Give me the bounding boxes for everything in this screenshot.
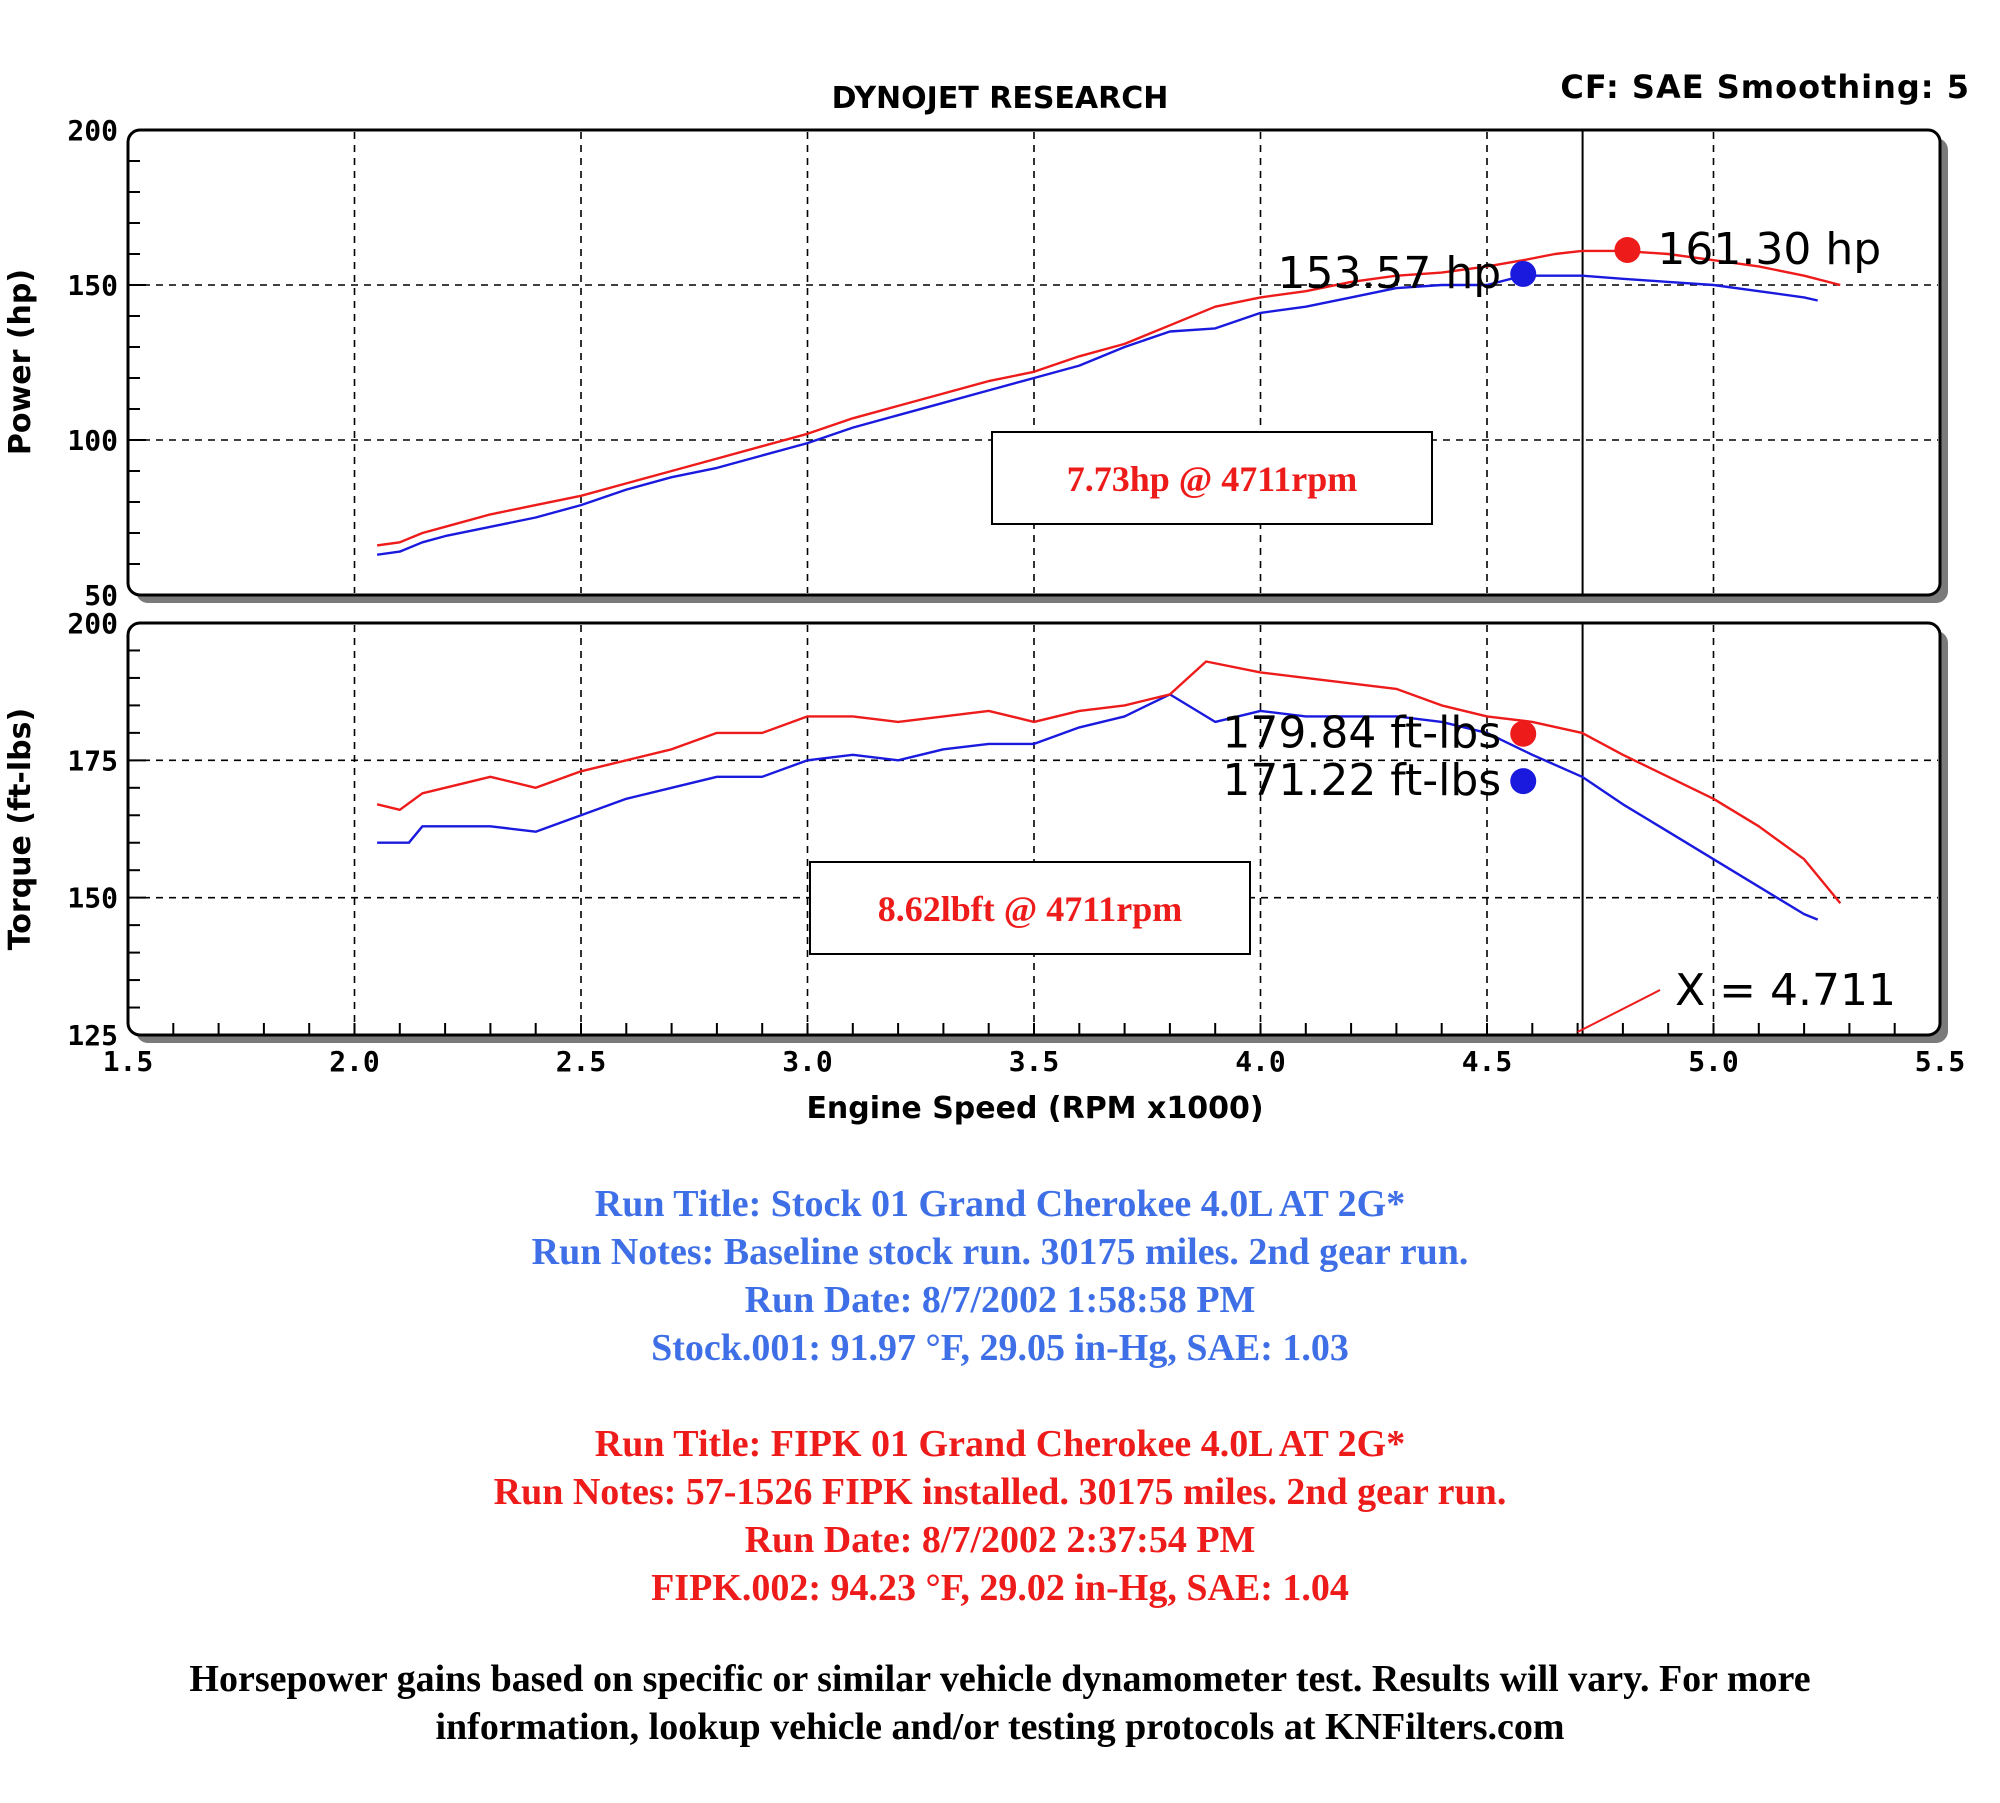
- stock-run-info: Run Title: Stock 01 Grand Cherokee 4.0L …: [0, 1180, 2000, 1372]
- x-tick-label: 2.0: [329, 1045, 380, 1078]
- cursor-value-label: X = 4.711: [1675, 965, 1896, 1016]
- cf-smoothing-label: CF: SAE Smoothing: 5: [1560, 68, 1970, 106]
- dyno-chart: DYNOJET RESEARCH CF: SAE Smoothing: 5 50…: [3, 68, 1970, 1126]
- series-line-fipk: [376, 249, 1841, 547]
- fipk-run-date: Run Date: 8/7/2002 2:37:54 PM: [744, 1519, 1256, 1561]
- y-tick-label: 175: [67, 744, 118, 777]
- torque-panel: 125 150 175 200 1.5 2.0 2.5 3.0 3.5 4.0 4.5 5.0 5.5 1…: [67, 607, 1965, 1078]
- y-tick-label: 125: [67, 1019, 118, 1052]
- chart-title: DYNOJET RESEARCH: [832, 81, 1169, 116]
- fipk-run-conditions: FIPK.002: 94.23 °F, 29.02 in-Hg, SAE: 1.…: [651, 1567, 1349, 1609]
- stock-run-date: Run Date: 8/7/2002 1:58:58 PM: [744, 1279, 1256, 1321]
- series-line-stock: [377, 693, 1819, 921]
- x-axis-label: Engine Speed (RPM x1000): [806, 1091, 1263, 1126]
- cursor-pointer-line: [1577, 989, 1661, 1033]
- y-tick-label: 200: [67, 114, 118, 147]
- y-tick-label: 50: [84, 579, 118, 612]
- series-line-fipk: [376, 660, 1842, 904]
- y-tick-label: 150: [67, 269, 118, 302]
- peak-marker-dot: [1510, 260, 1537, 287]
- torque-axis-label: Torque (ft-lbs): [3, 708, 38, 950]
- peak-marker-dot: [1510, 768, 1537, 795]
- peak-marker-label: 153.57 hp: [1277, 248, 1501, 299]
- y-tick-label: 200: [67, 607, 118, 640]
- gain-box-text: 8.62lbft @ 4711rpm: [878, 889, 1183, 929]
- y-tick-label: 150: [67, 882, 118, 915]
- panel-frame: [126, 128, 1942, 597]
- peak-marker-label: 171.22 ft-lbs: [1222, 755, 1501, 806]
- stock-run-notes: Run Notes: Baseline stock run. 30175 mil…: [531, 1231, 1469, 1273]
- disclaimer-line-2: information, lookup vehicle and/or testi…: [435, 1706, 1565, 1748]
- peak-marker-dot: [1510, 720, 1537, 747]
- stock-run-conditions: Stock.001: 91.97 °F, 29.05 in-Hg, SAE: 1…: [651, 1327, 1349, 1369]
- x-tick-label: 3.0: [782, 1045, 833, 1078]
- power-axis-label: Power (hp): [3, 269, 38, 455]
- x-tick-label: 4.0: [1235, 1045, 1286, 1078]
- gain-box: [809, 861, 1251, 955]
- x-tick-label: 5.0: [1688, 1045, 1739, 1078]
- x-tick-label: 4.5: [1462, 1045, 1513, 1078]
- stock-run-title: Run Title: Stock 01 Grand Cherokee 4.0L …: [594, 1183, 1406, 1225]
- x-tick-label: 5.5: [1915, 1045, 1966, 1078]
- x-tick-label: 1.5: [103, 1045, 154, 1078]
- gain-box: [991, 431, 1433, 525]
- y-tick-label: 100: [67, 424, 118, 457]
- peak-marker-label: 179.84 ft-lbs: [1222, 708, 1501, 759]
- peak-marker-dot: [1614, 236, 1641, 263]
- fipk-run-title: Run Title: FIPK 01 Grand Cherokee 4.0L A…: [594, 1423, 1406, 1465]
- peak-marker-label: 161.30 hp: [1657, 224, 1881, 275]
- fipk-run-notes: Run Notes: 57-1526 FIPK installed. 30175…: [493, 1471, 1507, 1513]
- run-info: Run Title: Stock 01 Grand Cherokee 4.0L …: [0, 1180, 2000, 1612]
- panel-frame: [126, 621, 1942, 1037]
- disclaimer-line-1: Horsepower gains based on specific or si…: [189, 1658, 1811, 1700]
- fipk-run-info: Run Title: FIPK 01 Grand Cherokee 4.0L A…: [0, 1420, 2000, 1612]
- disclaimer: Horsepower gains based on specific or si…: [60, 1655, 1940, 1751]
- x-tick-label: 2.5: [556, 1045, 607, 1078]
- power-panel: 50 100 150 200 153.57 hp 161.30 hp 7.73hp @ 47…: [67, 114, 1948, 612]
- gain-box-text: 7.73hp @ 4711rpm: [1067, 459, 1358, 499]
- x-tick-label: 3.5: [1009, 1045, 1060, 1078]
- series-line-stock: [376, 274, 1818, 556]
